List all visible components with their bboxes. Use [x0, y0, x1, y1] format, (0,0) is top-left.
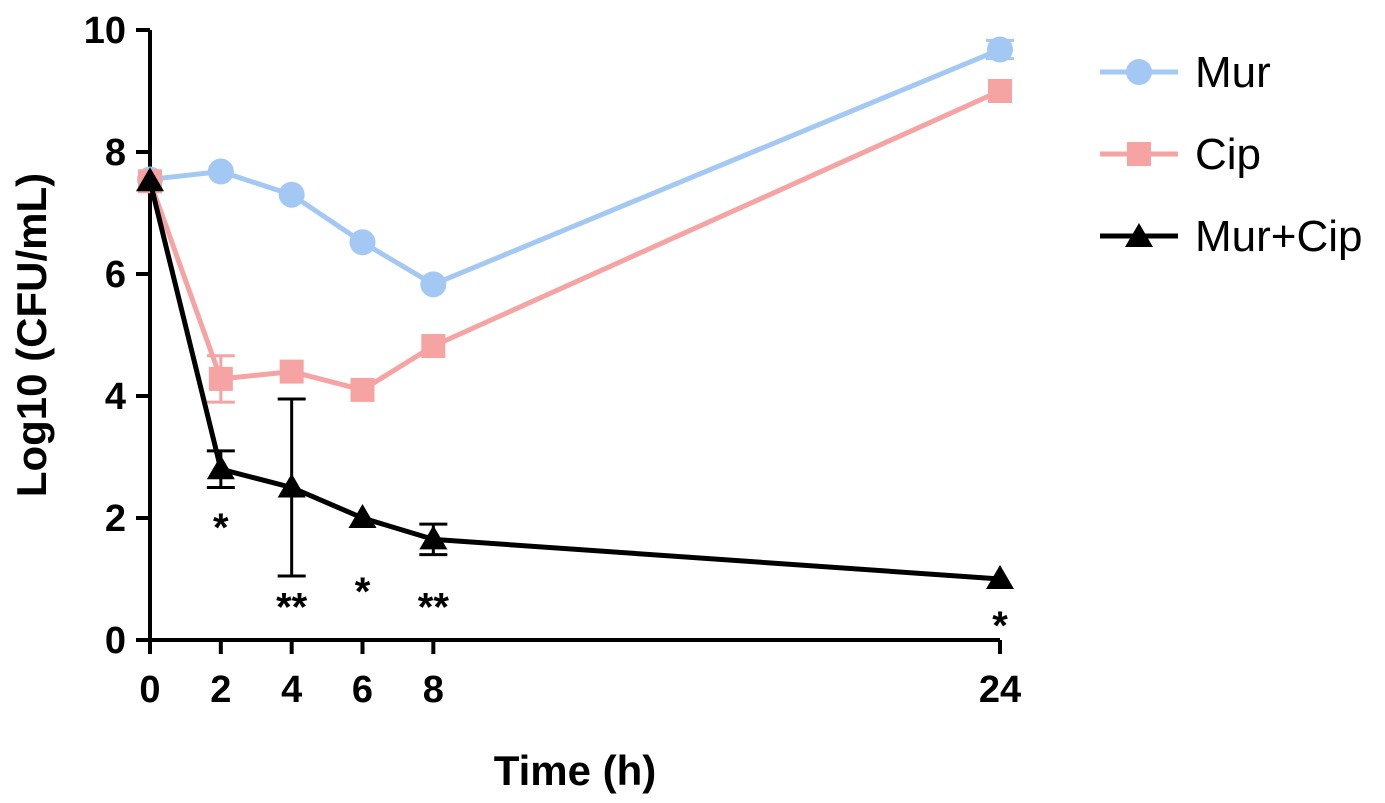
data-point — [421, 333, 446, 358]
data-point — [348, 504, 377, 528]
x-tick-label-4: 4 — [281, 669, 302, 711]
data-point — [278, 181, 305, 208]
legend-label-mur: Mur — [1195, 48, 1271, 97]
data-point — [420, 271, 447, 298]
legend-label-cip: Cip — [1195, 130, 1261, 179]
data-point — [279, 359, 304, 384]
y-axis-title: Log10 (CFU/mL) — [8, 173, 55, 497]
series-line-mur-cip — [147, 180, 1001, 582]
x-tick-label-2: 2 — [210, 669, 231, 711]
data-point — [986, 565, 1014, 589]
legend-entry-mur: Mur — [1100, 48, 1271, 97]
significance-marker: ** — [418, 585, 450, 629]
data-point — [208, 366, 233, 391]
series-layer — [136, 36, 1014, 589]
data-point — [207, 158, 234, 185]
data-point — [136, 167, 164, 192]
legend-entry-cip: Cip — [1100, 130, 1261, 179]
data-point — [206, 455, 235, 480]
annotation-layer: *** * ** * — [213, 506, 1008, 648]
data-point — [350, 377, 375, 402]
legend-marker-cip — [1127, 142, 1151, 166]
significance-marker: * — [992, 604, 1008, 648]
series-cip — [138, 79, 1012, 404]
x-tick-label-24: 24 — [979, 669, 1021, 711]
series-mur-cip — [136, 167, 1014, 589]
data-point — [987, 36, 1013, 63]
data-point — [277, 473, 306, 498]
legend-marker-mur — [1126, 59, 1152, 85]
data-point — [988, 79, 1012, 103]
y-tick-label-10: 10 — [84, 10, 126, 52]
y-ticks: 0 2 4 6 8 10 — [84, 10, 150, 662]
x-tick-label-0: 0 — [139, 669, 160, 711]
legend-marker-mur-cip — [1125, 223, 1153, 247]
x-axis-title: Time (h) — [494, 747, 657, 794]
series-mur — [137, 36, 1014, 298]
legend-label-mur-cip: Mur+Cip — [1195, 212, 1363, 261]
significance-marker: * — [213, 506, 229, 550]
x-ticks: 0 2 4 6 8 24 — [139, 640, 1021, 711]
data-point — [349, 229, 376, 256]
y-tick-label-8: 8 — [105, 132, 126, 174]
y-tick-label-6: 6 — [105, 254, 126, 296]
series-line-cip — [147, 88, 1002, 393]
series-line-mur — [149, 47, 1001, 287]
legend: Mur Cip Mur+Cip — [1100, 48, 1363, 261]
x-tick-label-6: 6 — [352, 669, 373, 711]
significance-marker: * — [355, 570, 371, 614]
data-point — [419, 525, 448, 550]
y-tick-label-2: 2 — [105, 498, 126, 540]
legend-entry-mur-cip: Mur+Cip — [1100, 212, 1363, 261]
y-tick-label-4: 4 — [105, 376, 126, 418]
y-tick-label-0: 0 — [105, 620, 126, 662]
x-tick-label-8: 8 — [423, 669, 444, 711]
significance-marker: ** — [276, 585, 308, 629]
